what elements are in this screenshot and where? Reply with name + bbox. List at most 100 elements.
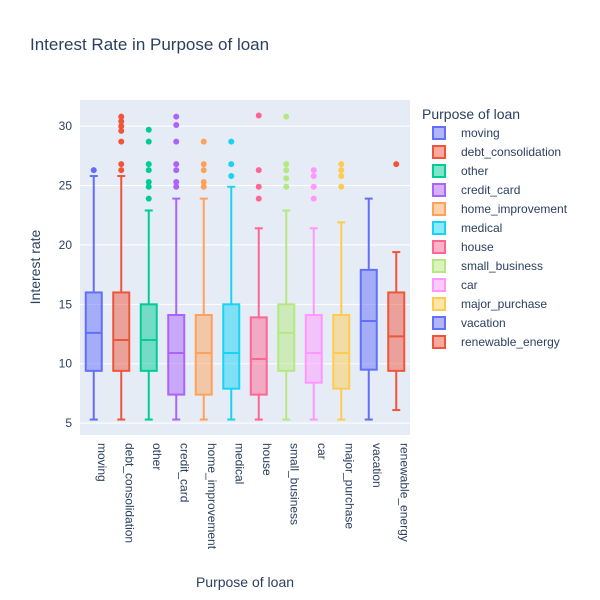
- outlier-point: [118, 113, 125, 120]
- outlier-point: [200, 138, 207, 145]
- outlier-point: [145, 183, 152, 190]
- legend-swatch: [432, 183, 446, 197]
- legend-item-debt-consolidation: debt_consolidation: [432, 145, 561, 159]
- x-tick-label: other: [150, 443, 164, 470]
- outlier-point: [255, 195, 262, 202]
- outlier-point: [200, 167, 207, 174]
- legend: Purpose of loan moving debt_consolidation…: [422, 106, 568, 349]
- plot-background: [80, 100, 410, 435]
- x-tick-label: renewable_energy: [397, 443, 411, 542]
- box-iqr: [387, 291, 406, 372]
- legend-label: small_business: [461, 259, 543, 273]
- outlier-point: [228, 138, 235, 145]
- gridlines: [80, 125, 410, 424]
- legend-item-house: house: [432, 240, 494, 254]
- y-tick-label: 30: [59, 119, 73, 133]
- outlier-point: [118, 138, 125, 145]
- box-house: [249, 112, 268, 421]
- legend-item-vacation: vacation: [432, 316, 506, 330]
- legend-item-moving: moving: [432, 126, 500, 140]
- box-small-business: [277, 113, 296, 421]
- outlier-point: [338, 173, 345, 180]
- legend-swatch: [432, 297, 446, 311]
- outlier-point: [145, 167, 152, 174]
- outlier-point: [310, 167, 317, 174]
- box-debt-consolidation: [112, 113, 131, 421]
- box-iqr: [249, 316, 268, 396]
- legend-swatch: [432, 145, 446, 159]
- legend-label: moving: [461, 126, 500, 140]
- outlier-point: [310, 183, 317, 190]
- x-tick-label: small_business: [287, 443, 301, 525]
- x-tick-label: debt_consolidation: [122, 443, 136, 543]
- y-axis-title: Interest rate: [27, 229, 43, 304]
- outlier-point: [173, 167, 180, 174]
- outlier-point: [173, 161, 180, 168]
- outlier-point: [283, 113, 290, 120]
- outlier-point: [393, 161, 400, 168]
- legend-label: home_improvement: [461, 202, 568, 216]
- legend-title: Purpose of loan: [422, 106, 520, 122]
- legend-swatch: [432, 335, 446, 349]
- outlier-point: [200, 183, 207, 190]
- box-iqr: [112, 291, 131, 372]
- legend-label: credit_card: [461, 183, 520, 197]
- box-vacation: [359, 197, 378, 421]
- legend-swatch: [432, 316, 446, 330]
- outlier-point: [173, 138, 180, 145]
- x-tick-label: home_improvement: [205, 443, 219, 550]
- outlier-point: [90, 167, 97, 174]
- outlier-point: [200, 161, 207, 168]
- outlier-point: [173, 183, 180, 190]
- legend-swatch: [432, 126, 446, 140]
- outlier-point: [338, 167, 345, 174]
- legend-label: car: [461, 278, 478, 292]
- outlier-point: [145, 138, 152, 145]
- outlier-point: [118, 123, 125, 130]
- outlier-point: [145, 178, 152, 185]
- boxes-group: [84, 112, 406, 421]
- legend-swatch: [432, 164, 446, 178]
- outlier-point: [228, 161, 235, 168]
- x-axis-title: Purpose of loan: [196, 574, 294, 590]
- outlier-point: [145, 161, 152, 168]
- y-tick-label: 15: [59, 297, 73, 311]
- y-tick-label: 25: [59, 179, 73, 193]
- box-iqr: [304, 314, 323, 384]
- legend-item-major-purchase: major_purchase: [432, 297, 547, 311]
- legend-label: vacation: [461, 316, 506, 330]
- box-iqr: [359, 268, 378, 371]
- outlier-point: [255, 112, 262, 119]
- legend-swatch: [432, 278, 446, 292]
- outlier-point: [283, 183, 290, 190]
- box-renewable-energy: [387, 161, 406, 412]
- legend-swatch: [432, 221, 446, 235]
- legend-swatch: [432, 202, 446, 216]
- x-tick-labels: moving debt_consolidation other credit_card…: [95, 443, 412, 550]
- legend-label: debt_consolidation: [461, 145, 561, 159]
- outlier-point: [118, 167, 125, 174]
- box-moving: [84, 167, 103, 421]
- legend-swatch: [432, 240, 446, 254]
- box-medical: [222, 138, 241, 421]
- outlier-point: [118, 161, 125, 168]
- x-tick-label: house: [260, 443, 274, 476]
- box-iqr: [194, 314, 213, 396]
- x-tick-label: credit_card: [177, 443, 191, 502]
- box-home-improvement: [194, 138, 213, 421]
- outlier-point: [228, 173, 235, 180]
- y-tick-label: 5: [65, 416, 72, 430]
- box-iqr: [332, 314, 351, 390]
- outlier-point: [200, 178, 207, 185]
- legend-item-medical: medical: [432, 221, 502, 235]
- box-iqr: [222, 303, 241, 390]
- outlier-point: [173, 121, 180, 128]
- x-tick-label: car: [315, 443, 329, 460]
- outlier-point: [173, 113, 180, 120]
- x-tick-label: moving: [95, 443, 109, 482]
- outlier-point: [283, 175, 290, 182]
- y-tick-label: 20: [59, 238, 73, 252]
- outlier-point: [283, 167, 290, 174]
- box-iqr: [84, 291, 103, 372]
- legend-label: renewable_energy: [461, 335, 560, 349]
